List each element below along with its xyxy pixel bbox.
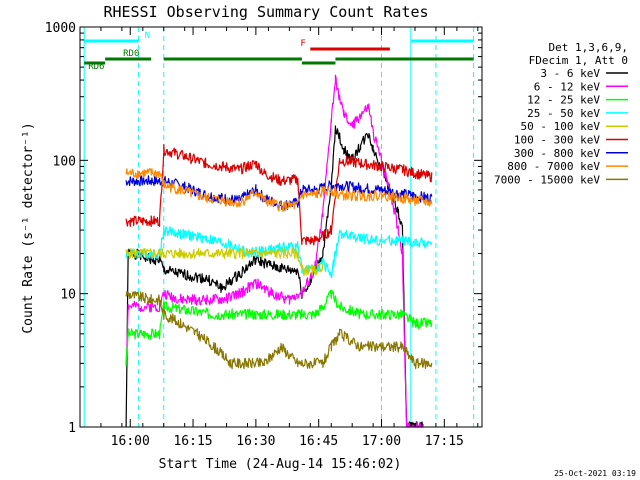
legend-label-5: 100 - 300 keV [514,134,600,147]
legend-label-8: 7000 - 15000 keV [494,173,600,186]
legend-header-2: FDecim 1, Att 0 [529,54,628,67]
flag-label-rd0: RD0 [123,49,139,59]
flag-label-rd6: RD6 [88,62,104,72]
x-tick-label-2: 16:30 [236,434,275,449]
series-line-8 [125,291,433,370]
legend-header-1: Det 1,3,6,9, [549,41,628,54]
flag-label-f: F [300,39,305,49]
plot-area [83,27,475,427]
x-tick-label-3: 16:45 [299,434,338,449]
y-tick-label-1: 10 [60,288,76,303]
series-line-4 [125,247,324,277]
y-tick-label-0: 1 [68,421,76,436]
x-tick-label-1: 16:15 [173,434,212,449]
legend-label-6: 300 - 800 keV [514,147,600,160]
series-line-2 [125,289,433,367]
y-tick-label-2: 100 [53,154,76,169]
series-line-1 [125,74,424,428]
x-tick-label-4: 17:00 [362,434,401,449]
axes-layer: 1 10 100 1000 16:00 16:15 16:30 16:45 17:00 17:15 [45,21,483,449]
y-axis-label: Count Rate (s⁻¹ detector⁻¹) [21,122,36,333]
y-tick-label-3: 1000 [45,21,76,36]
series-line-7 [125,167,433,213]
legend-label-0: 3 - 6 keV [540,67,600,80]
x-tick-label-5: 17:15 [425,434,464,449]
flags-layer: N F RD0 RD6 [84,31,474,72]
series-layer [125,74,433,428]
chart-title: RHESSI Observing Summary Count Rates [103,3,428,21]
plot-frame [79,26,483,428]
timestamp: 25-Oct-2021 03:19 [554,469,636,478]
series-line-0 [125,125,424,428]
legend-label-3: 25 - 50 keV [527,107,600,120]
x-axis-label: Start Time (24-Aug-14 15:46:02) [159,457,402,472]
legend-label-2: 12 - 25 keV [527,94,600,107]
x-tick-label-0: 16:00 [111,434,150,449]
legend-label-4: 50 - 100 keV [521,120,601,133]
legend: Det 1,3,6,9, FDecim 1, Att 0 3 - 6 keV6 … [494,41,628,186]
series-line-3 [125,226,433,279]
series-line-5 [125,143,433,246]
flag-label-n: N [145,31,150,41]
legend-label-1: 6 - 12 keV [534,80,601,93]
legend-label-7: 800 - 7000 keV [507,160,600,173]
